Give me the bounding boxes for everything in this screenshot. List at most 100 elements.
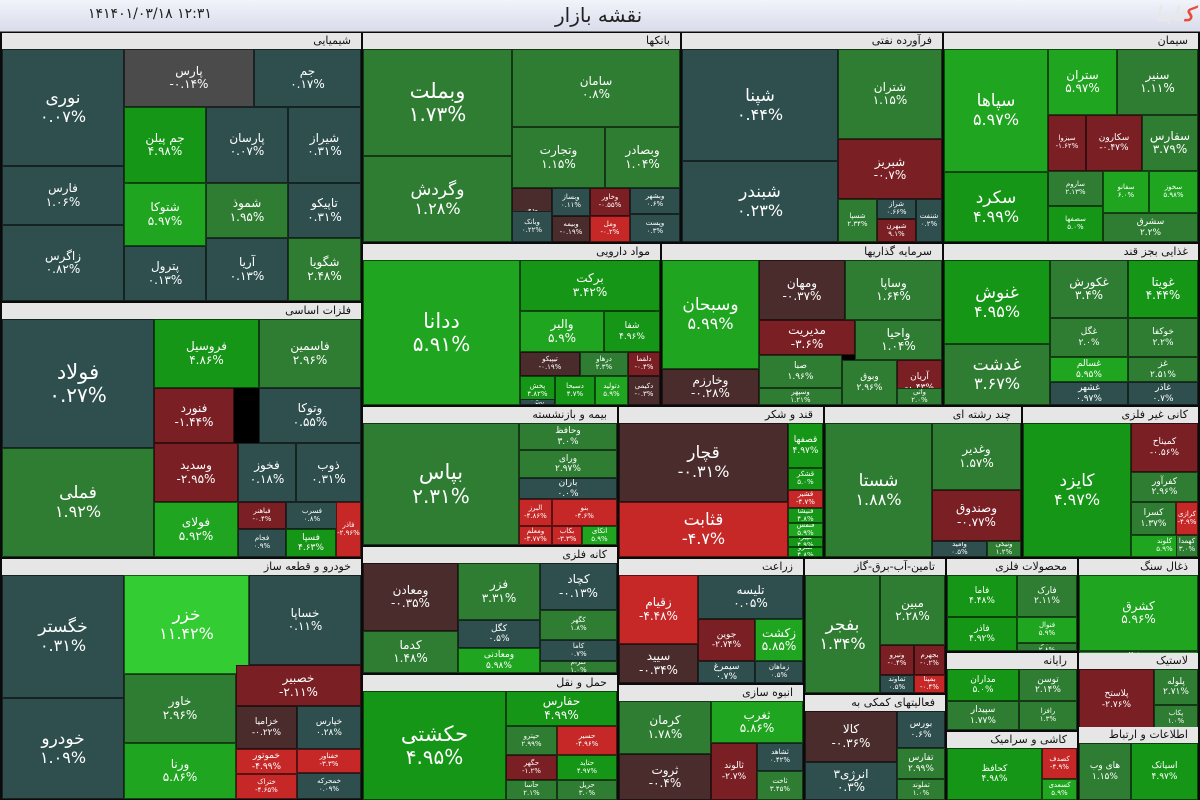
stock-tile[interactable]: اسیاتک ۴.۹۷% [1131, 743, 1198, 800]
stock-tile[interactable]: شنفت ۰.۲% [916, 199, 942, 242]
stock-tile[interactable]: واحیا ۱.۰۴% [855, 320, 942, 360]
stock-tile[interactable]: غسالم ۵.۹۵% [1050, 357, 1128, 382]
stock-tile[interactable]: واتی ۲.۰% [897, 388, 942, 405]
stock-tile[interactable]: بجهرم -۰.۲% [914, 645, 945, 675]
stock-tile[interactable]: کمیناح -۰.۵۶% [1131, 423, 1198, 472]
stock-tile[interactable]: دتولید ۵.۹% [595, 376, 628, 405]
stock-tile[interactable]: ثاخت ۳.۴۵% [757, 771, 803, 800]
stock-tile[interactable]: های وب ۱.۱۵% [1079, 743, 1131, 800]
stock-tile[interactable]: وصندوق -۰.۷۷% [932, 490, 1021, 541]
stock-tile[interactable]: شموذ ۱.۹۵% [206, 183, 288, 238]
stock-tile[interactable]: خفناور -۳.۳% [297, 749, 361, 773]
stock-tile[interactable]: دلقما -۰.۴% [628, 352, 660, 376]
stock-tile[interactable]: شراز ۰.۶۶% [877, 199, 916, 219]
stock-tile[interactable]: فولای ۵.۹۲% [154, 502, 238, 557]
stock-tile[interactable]: شگویا ۲.۴۸% [288, 238, 361, 301]
stock-tile[interactable]: شستا ۱.۸۸% [825, 423, 932, 557]
stock-tile[interactable]: سنیر ۱.۱۱% [1117, 49, 1198, 115]
stock-tile[interactable]: حفارس ۴.۹۹% [506, 691, 617, 726]
stock-tile[interactable]: سکارون -۰.۴۷% [1086, 115, 1142, 171]
stock-tile[interactable]: وگردش ۱.۲۸% [363, 156, 512, 242]
stock-tile[interactable]: شبهرن ۹.۱% [877, 219, 916, 242]
stock-tile[interactable]: کسعدی ۵.۹% [1042, 779, 1077, 800]
stock-tile[interactable]: سکرد ۴.۹۹% [944, 172, 1048, 242]
stock-tile[interactable]: جم ۰.۱۷% [254, 49, 361, 107]
stock-tile[interactable]: پلاستح -۲.۷۶% [1079, 669, 1154, 730]
stock-tile[interactable]: کفرآور ۲.۹۶% [1131, 472, 1198, 502]
stock-tile[interactable]: سفانو ۶.۰% [1103, 171, 1149, 213]
stock-tile[interactable]: شبریز -۰.۷% [838, 139, 942, 199]
stock-tile[interactable]: فاذر -۲.۹۶% [336, 502, 361, 557]
stock-tile[interactable]: کحافظ ۴.۹۸% [947, 748, 1042, 800]
stock-tile[interactable]: رافزا ۱.۳% [1019, 701, 1077, 730]
stock-tile[interactable]: زقیام -۴.۴۸% [619, 575, 698, 644]
stock-tile[interactable]: آریا ۰.۱۳% [206, 238, 288, 301]
stock-tile[interactable]: سفارس ۳.۷۹% [1142, 115, 1198, 171]
stock-tile[interactable]: خاور ۲.۹۶% [124, 674, 236, 743]
stock-tile[interactable]: کرمان ۱.۷۸% [619, 701, 711, 754]
stock-tile[interactable]: برکت ۳.۴۲% [520, 260, 660, 311]
stock-tile[interactable]: تلیسه ۰.۰۵% [698, 575, 803, 619]
stock-tile[interactable]: حآسا ۲.۱% [506, 780, 557, 800]
stock-tile[interactable]: خموتور -۴.۹۹% [236, 749, 297, 774]
stock-tile[interactable]: کرازی -۴.۹% [1176, 502, 1198, 535]
stock-tile[interactable]: پکاب ۱.۰% [1154, 705, 1198, 730]
stock-tile[interactable]: ثغرب ۵.۸۶% [711, 701, 803, 743]
stock-tile[interactable]: تماوند ۰.۵% [880, 675, 914, 693]
stock-tile[interactable]: وحافظ ۳.۰% [519, 423, 617, 450]
stock-tile[interactable]: سامان ۰.۸% [512, 49, 680, 127]
stock-tile[interactable]: زماهان ۰.۵% [755, 661, 803, 683]
stock-tile[interactable]: تفارس ۲.۹۹% [897, 748, 945, 779]
stock-tile[interactable]: وتجارت ۱.۱۵% [512, 127, 605, 188]
stock-tile[interactable]: کالا -۰.۳۶% [805, 711, 897, 762]
stock-tile[interactable]: ثروت -۰.۴% [619, 754, 711, 800]
stock-tile[interactable]: کگل ۰.۵% [458, 620, 540, 648]
stock-tile[interactable]: تملوند ۱.۰% [897, 779, 945, 800]
stock-tile[interactable]: حریل ۳.۰% [557, 780, 617, 800]
stock-tile[interactable]: وسبحان ۵.۹۹% [662, 260, 759, 369]
stock-tile[interactable]: خزر ۱۱.۴۲% [124, 575, 249, 674]
stock-tile[interactable]: کدما ۱.۴۸% [363, 631, 458, 673]
stock-tile[interactable]: قصفها ۴.۹۷% [788, 423, 823, 468]
stock-tile[interactable]: فسپا ۴.۶۳% [286, 529, 336, 557]
stock-tile[interactable]: کاما ۰.۷% [540, 640, 617, 661]
stock-tile[interactable]: اتکای ۵.۹% [582, 526, 617, 545]
stock-tile[interactable]: توسن ۲.۱۴% [1019, 669, 1077, 701]
stock-tile[interactable]: خمحرکه ۰.۰۹% [297, 773, 361, 799]
stock-tile[interactable]: خپارس ۰.۲۸% [297, 706, 361, 749]
stock-tile[interactable]: پترول ۰.۱۳% [124, 246, 206, 301]
stock-tile[interactable]: جم پیلن ۴.۹۸% [124, 107, 206, 183]
stock-tile[interactable]: شتوکا ۵.۹۷% [124, 183, 206, 246]
stock-tile[interactable]: ورای ۲.۹۷% [519, 450, 617, 478]
stock-tile[interactable]: قثابت -۴.۷% [619, 502, 788, 557]
stock-tile[interactable]: شیراز ۰.۳۱% [288, 107, 361, 183]
stock-tile[interactable]: انرژی۳ ۰.۳% [805, 762, 897, 800]
stock-tile[interactable]: مبین ۲.۲۸% [880, 575, 945, 645]
stock-tile[interactable]: غنوش ۴.۹۵% [944, 260, 1050, 344]
stock-tile[interactable]: حپترو ۲.۹۹% [506, 726, 557, 755]
stock-tile[interactable]: کایزد ۴.۹۷% [1023, 423, 1131, 557]
stock-tile[interactable]: شسپا ۲.۳۴% [838, 199, 877, 242]
stock-tile[interactable]: قشکر ۵.۰% [788, 468, 823, 490]
stock-tile[interactable]: حگهر -۱.۲% [506, 755, 557, 780]
stock-tile[interactable]: زکشت ۵.۸۵% [755, 619, 803, 661]
stock-tile[interactable]: کترام ۱.۰% [540, 661, 617, 673]
stock-tile[interactable]: حتاید ۴.۹۷% [557, 755, 617, 780]
stock-tile[interactable]: حسیر -۴.۹۶% [557, 726, 617, 755]
stock-tile[interactable]: خصبیر -۲.۱۱% [236, 665, 361, 706]
stock-tile[interactable]: فاذر ۴.۹۲% [947, 617, 1017, 651]
stock-tile[interactable]: وبملت ۱.۷۳% [363, 49, 512, 156]
stock-tile[interactable]: فاسمین ۲.۹۶% [259, 319, 361, 388]
stock-tile[interactable]: صبا ۱.۹۶% [759, 355, 842, 388]
stock-tile[interactable]: پلوله ۲.۷۱% [1154, 669, 1198, 705]
stock-tile[interactable]: ومل -۰.۲% [590, 216, 630, 242]
stock-tile[interactable]: کصدف -۴.۹% [1042, 748, 1077, 779]
stock-tile[interactable]: غگل ۲.۰% [1050, 318, 1128, 357]
stock-tile[interactable]: ساروم ۲.۱۳% [1048, 171, 1103, 206]
stock-tile[interactable]: ذوب ۰.۳۱% [296, 443, 361, 502]
stock-tile[interactable]: وخاور -۰.۵۵% [590, 188, 630, 216]
stock-tile[interactable]: فارک ۲.۱۱% [1017, 575, 1077, 617]
stock-tile[interactable]: ورنا ۵.۸۶% [124, 743, 236, 799]
stock-tile[interactable]: فولاد ۰.۲۷% [2, 319, 154, 448]
stock-tile[interactable]: وخارزم -۰.۲۸% [662, 369, 759, 405]
